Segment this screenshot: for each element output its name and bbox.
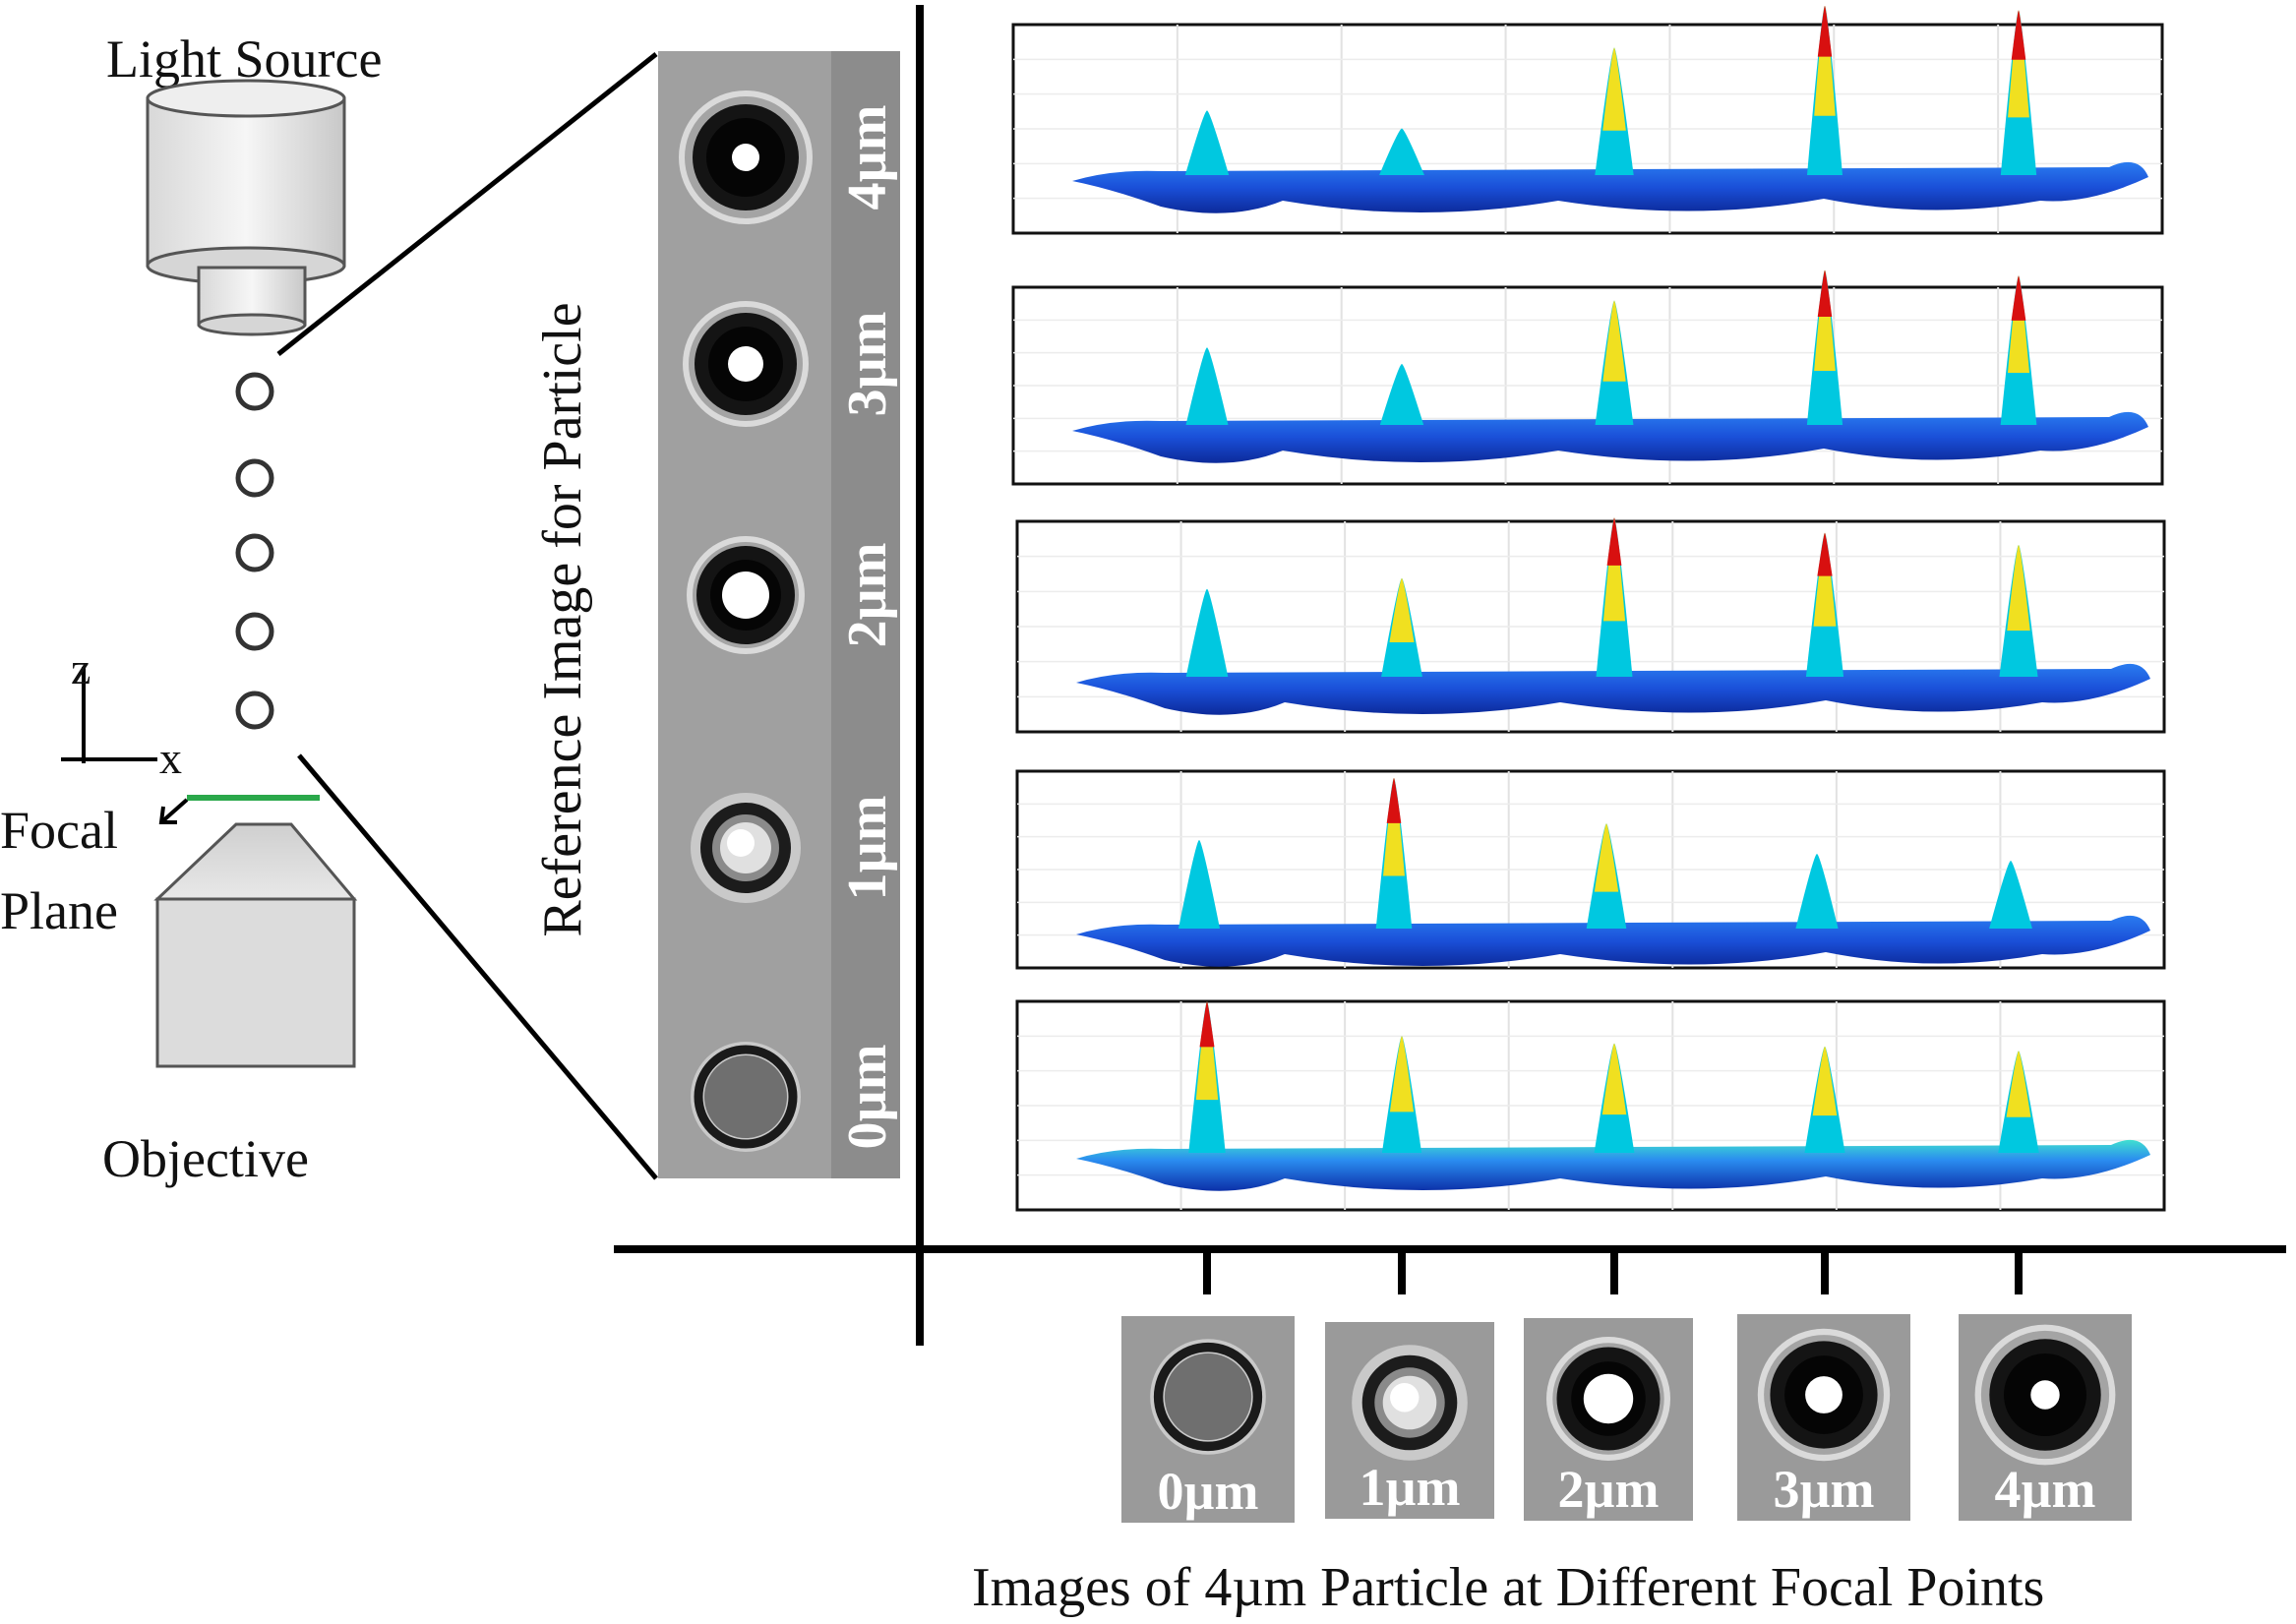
reference-particles	[679, 90, 813, 1152]
correlation-peak	[1188, 1001, 1226, 1153]
optical-setup: Light Source z x Focal Plane	[0, 30, 658, 1188]
correlation-plot-1µm	[1015, 769, 2166, 970]
particle-position-4	[235, 372, 274, 411]
correlation-surface	[1072, 161, 2148, 213]
focal-particle	[1352, 1345, 1468, 1461]
correlation-surface	[1072, 411, 2148, 463]
reference-depth-label: 3µm	[837, 312, 898, 417]
focal-image-label: 1µm	[1359, 1458, 1460, 1517]
correlation-peak	[1594, 1043, 1635, 1153]
axis-x-label: x	[159, 733, 182, 783]
focal-particle	[1974, 1324, 2116, 1466]
focal-plane-label-line2: Plane	[0, 881, 118, 940]
correlation-peak	[1806, 270, 1843, 425]
focal-images: 0µm 1µm 2µm 3µm 4µm	[1121, 1314, 2132, 1523]
correlation-peak	[1807, 6, 1843, 175]
reference-strip-title: Reference Image for Particle	[532, 302, 593, 936]
reference-particle-3	[683, 301, 809, 427]
reference-depth-label: 2µm	[837, 543, 898, 648]
correlation-peak	[1998, 1051, 2039, 1153]
focal-image-2: 2µm	[1524, 1318, 1693, 1521]
particle-position-0	[235, 691, 274, 730]
correlation-peak	[1184, 110, 1230, 175]
particle-positions	[235, 372, 274, 730]
correlation-peak	[1586, 823, 1627, 929]
objective-label: Objective	[102, 1129, 309, 1188]
focal-image-1: 1µm	[1325, 1322, 1494, 1519]
reference-depth-label: 1µm	[837, 796, 898, 901]
focal-images-caption: Images of 4µm Particle at Different Foca…	[972, 1557, 2044, 1618]
correlation-peak	[1999, 545, 2038, 677]
reference-depth-label: 0µm	[837, 1045, 898, 1150]
focal-image-0: 0µm	[1121, 1316, 1295, 1523]
focal-plane-arrow-icon	[158, 798, 189, 824]
focal-particle	[1757, 1328, 1891, 1462]
objective-icon	[153, 822, 358, 1068]
correlation-peak	[1381, 1036, 1422, 1153]
focal-particle	[1546, 1337, 1670, 1461]
reference-particle-2	[687, 536, 805, 654]
correlation-peak	[2000, 275, 2037, 425]
correlation-peak	[2000, 10, 2037, 176]
correlation-surface	[1076, 915, 2150, 967]
reference-depth-label: 4µm	[837, 105, 898, 211]
light-source-label: Light Source	[106, 30, 382, 89]
reference-strip: 4µm 3µm 2µm 1µm 0µm	[658, 51, 900, 1178]
correlation-peak	[1595, 300, 1634, 425]
correlation-plot-4µm	[1011, 6, 2164, 235]
correlation-surface	[1076, 1139, 2150, 1191]
coordinate-axes: z x	[61, 643, 182, 783]
particle-position-3	[235, 458, 274, 498]
axis-z-label: z	[71, 643, 91, 693]
focal-image-3: 3µm	[1737, 1314, 1910, 1521]
callout-line-bottom	[297, 753, 658, 1180]
correlation-peak	[1375, 778, 1413, 929]
correlation-peak	[1379, 364, 1424, 425]
correlation-peak	[1381, 577, 1422, 677]
correlation-peak	[1185, 347, 1229, 425]
focal-image-label: 2µm	[1557, 1460, 1659, 1519]
correlation-surface	[1076, 663, 2150, 715]
callout-line-top	[276, 52, 658, 356]
reference-depth-labels: 4µm 3µm 2µm 1µm 0µm	[837, 105, 898, 1150]
correlation-peak	[1804, 1046, 1845, 1153]
focal-image-label: 4µm	[1994, 1460, 2095, 1519]
correlation-peak	[1379, 128, 1424, 175]
reference-particle-0	[691, 1042, 801, 1152]
particle-position-1	[235, 612, 274, 651]
correlation-peak	[1178, 840, 1220, 929]
correlation-peak	[1805, 532, 1844, 677]
focal-point-ticks	[1203, 1249, 2023, 1294]
correlation-peak	[1185, 588, 1229, 677]
focal-plane-label-line1: Focal	[0, 801, 118, 860]
correlation-peak	[1596, 517, 1633, 677]
correlation-plot-0µm	[1015, 999, 2166, 1212]
reference-particle-1	[691, 793, 801, 903]
correlation-peak	[1595, 47, 1634, 176]
focal-image-4: 4µm	[1959, 1314, 2132, 1521]
correlation-plots	[1011, 6, 2166, 1212]
correlation-plot-3µm	[1011, 270, 2164, 486]
correlation-peak	[1989, 861, 2032, 929]
particle-position-2	[235, 533, 274, 572]
focal-particle	[1150, 1339, 1266, 1455]
focal-image-label: 0µm	[1157, 1462, 1258, 1521]
correlation-peak	[1795, 854, 1839, 929]
focal-image-label: 3µm	[1773, 1460, 1874, 1519]
light-source-icon	[146, 79, 346, 336]
reference-particle-4	[679, 90, 813, 224]
correlation-plot-2µm	[1015, 517, 2166, 734]
